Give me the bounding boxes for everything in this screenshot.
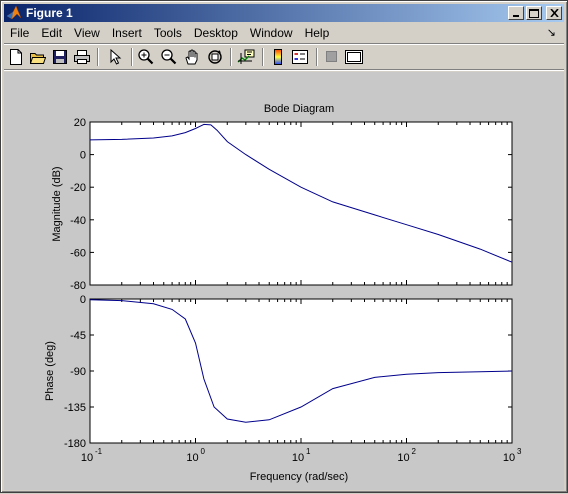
toolbar-separator bbox=[97, 48, 99, 66]
menu-tools[interactable]: Tools bbox=[153, 26, 182, 40]
hide-plot-tools-button[interactable] bbox=[322, 47, 342, 67]
x-tick-label: 10 bbox=[186, 452, 198, 464]
toolbar-separator-line bbox=[4, 69, 564, 71]
y-tick-label: 20 bbox=[74, 117, 86, 129]
y-tick-label: -180 bbox=[64, 438, 86, 450]
menu-view[interactable]: View bbox=[74, 26, 100, 40]
figure-canvas: Bode Diagram Magnitude (dB) Phase (deg) … bbox=[4, 72, 564, 490]
maximize-icon bbox=[529, 8, 539, 18]
y-tick-label: -80 bbox=[70, 280, 86, 292]
phase-ticks: 0 -45 -90 -135 -180 bbox=[64, 294, 512, 450]
print-button[interactable] bbox=[72, 47, 92, 67]
x-tick-exponent: 1 bbox=[306, 447, 311, 456]
pointer-arrow-icon bbox=[110, 49, 122, 65]
x-tick-label: 10 bbox=[503, 452, 515, 464]
matlab-logo-icon bbox=[6, 5, 22, 20]
pan-button[interactable] bbox=[182, 47, 202, 67]
menu-edit[interactable]: Edit bbox=[41, 26, 63, 40]
menu-desktop[interactable]: Desktop bbox=[193, 26, 238, 40]
toolbar-separator bbox=[230, 48, 232, 66]
figure-toolbar bbox=[4, 45, 564, 69]
insert-legend-button[interactable] bbox=[290, 47, 310, 67]
menu-insert[interactable]: Insert bbox=[111, 26, 142, 40]
y-tick-label: 0 bbox=[80, 294, 86, 306]
y-tick-label: -60 bbox=[70, 247, 86, 259]
phase-axis-label: Phase (deg) bbox=[44, 341, 56, 401]
menu-separator bbox=[4, 43, 564, 45]
maximize-button[interactable] bbox=[526, 6, 542, 20]
x-axis-label: Frequency (rad/sec) bbox=[250, 471, 348, 483]
new-figure-button[interactable] bbox=[6, 47, 26, 67]
y-tick-label: -90 bbox=[70, 366, 86, 378]
y-tick-label: -20 bbox=[70, 182, 86, 194]
rotate-3d-icon bbox=[208, 50, 222, 64]
minimize-button[interactable] bbox=[508, 6, 524, 20]
toolbar-separator bbox=[316, 48, 318, 66]
rotate-3d-button[interactable] bbox=[205, 47, 225, 67]
save-button[interactable] bbox=[50, 47, 70, 67]
y-tick-label: -45 bbox=[70, 330, 86, 342]
floppy-disk-icon bbox=[53, 50, 67, 64]
zoom-in-icon bbox=[138, 49, 154, 65]
toolbar-separator bbox=[262, 48, 264, 66]
plot-title: Bode Diagram bbox=[264, 103, 334, 115]
minimize-icon bbox=[513, 15, 519, 17]
phase-line bbox=[89, 299, 513, 423]
title-bar[interactable]: Figure 1 bbox=[4, 4, 564, 22]
data-cursor-button[interactable] bbox=[236, 47, 256, 67]
close-button[interactable] bbox=[546, 6, 562, 20]
hand-pan-icon bbox=[185, 49, 198, 65]
open-folder-icon bbox=[30, 53, 46, 64]
x-tick-label: 10 bbox=[81, 452, 93, 464]
magnitude-ticks: 20 0 -20 -40 -60 -80 bbox=[70, 117, 512, 292]
zoom-out-button[interactable] bbox=[159, 47, 179, 67]
data-cursor-icon bbox=[237, 49, 255, 64]
show-plot-tools-button[interactable] bbox=[344, 47, 364, 67]
x-tick-exponent: -1 bbox=[95, 447, 103, 456]
dock-arrow-icon[interactable]: ↘ bbox=[546, 27, 556, 39]
x-tick-label: 10 bbox=[292, 452, 304, 464]
window-title: Figure 1 bbox=[26, 6, 73, 20]
menu-file[interactable]: File bbox=[10, 26, 30, 40]
colorbar-icon bbox=[274, 49, 282, 65]
menu-help[interactable]: Help bbox=[304, 26, 330, 40]
toolbar-separator bbox=[131, 48, 133, 66]
legend-icon bbox=[292, 50, 308, 64]
y-tick-label: -135 bbox=[64, 402, 86, 414]
insert-colorbar-button[interactable] bbox=[268, 47, 288, 67]
show-plot-tools-icon bbox=[345, 50, 363, 64]
magnitude-axes-background bbox=[89, 121, 513, 286]
close-icon bbox=[549, 9, 559, 17]
zoom-in-button[interactable] bbox=[136, 47, 156, 67]
magnitude-axis-label: Magnitude (dB) bbox=[51, 166, 63, 241]
x-tick-exponent: 3 bbox=[517, 447, 522, 456]
x-tick-exponent: 0 bbox=[201, 447, 206, 456]
hide-plot-tools-icon bbox=[326, 51, 337, 62]
open-file-button[interactable] bbox=[28, 47, 48, 67]
edit-plot-button[interactable] bbox=[106, 47, 126, 67]
x-tick-label: 10 bbox=[397, 452, 409, 464]
menu-window[interactable]: Window bbox=[249, 26, 293, 40]
zoom-out-icon bbox=[161, 49, 177, 65]
menu-bar: File Edit View Insert Tools Desktop Wind… bbox=[4, 23, 564, 43]
x-tick-exponent: 2 bbox=[412, 447, 417, 456]
phase-axes-background bbox=[89, 298, 513, 444]
y-tick-label: 0 bbox=[80, 150, 86, 162]
printer-icon bbox=[74, 50, 90, 64]
new-document-icon bbox=[10, 49, 22, 65]
y-tick-label: -40 bbox=[70, 215, 86, 227]
magnitude-line bbox=[89, 123, 513, 263]
